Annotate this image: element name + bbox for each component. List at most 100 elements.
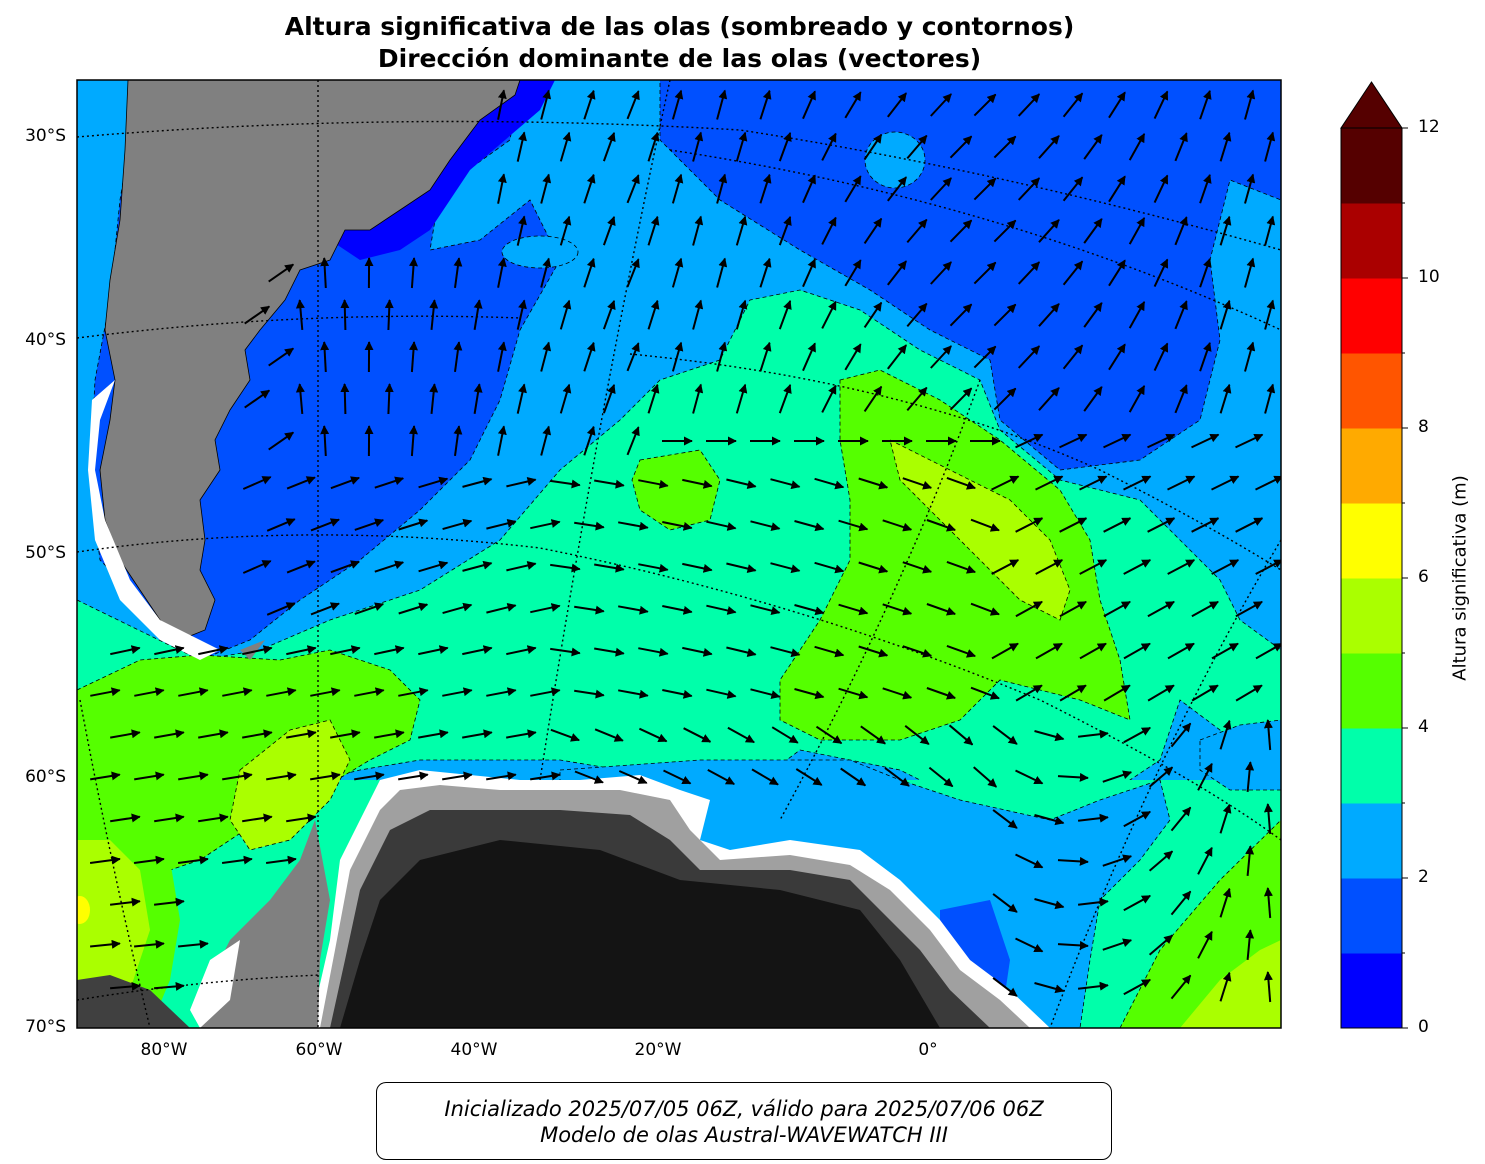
footer-init-valid: Inicializado 2025/07/05 06Z, válido para… [444, 1097, 1044, 1121]
wave-region-5-6m-southwest [77, 840, 150, 1010]
wave-vector [1167, 559, 1196, 575]
colorbar-segment [1341, 728, 1402, 804]
wave-vector [794, 688, 825, 700]
wave-vector [583, 173, 596, 204]
wave-vector [771, 726, 799, 744]
wave-vector [109, 897, 141, 907]
wave-vector [683, 727, 712, 743]
wave-vector [486, 602, 517, 614]
wave-vector [1199, 173, 1212, 204]
wave-vector [506, 561, 537, 572]
wave-vector [1035, 642, 1063, 660]
wave-vector [1174, 132, 1188, 162]
wave-vector [530, 603, 561, 614]
wave-vector [949, 135, 973, 159]
wave-vector [310, 602, 340, 616]
colorbar-segment [1341, 428, 1402, 504]
wave-vector [1038, 135, 1060, 159]
wave-region-5-6m-west [229, 719, 351, 851]
wave-vector [559, 299, 572, 330]
wave-vector [110, 981, 141, 991]
colorbar-tick-12: 12 [1418, 117, 1440, 137]
wave-vector [330, 645, 361, 656]
lon-label-40w: 40°W [450, 1040, 498, 1060]
wave-vector [778, 384, 792, 414]
wave-vector [647, 299, 660, 330]
wave-vector [1038, 303, 1060, 327]
colorbar-segment [1341, 653, 1402, 729]
wave-vector [692, 299, 704, 330]
wave-vector [821, 132, 837, 161]
wave-vector [1059, 433, 1088, 449]
colorbar-tick-0: 0 [1418, 1017, 1429, 1037]
wave-vector [340, 299, 350, 331]
wave-vector [992, 893, 1018, 913]
wave-vector [904, 725, 930, 745]
wave-vector [1035, 475, 1064, 491]
wave-vector [626, 342, 640, 372]
wave-vector [1174, 300, 1188, 330]
wave-vector [506, 729, 537, 739]
wave-vector [726, 646, 757, 657]
wave-vector [1235, 517, 1264, 533]
wave-vector [887, 92, 907, 118]
wave-vector [1191, 517, 1220, 533]
wave-vector [844, 343, 862, 371]
wave-vector [1153, 258, 1169, 288]
wave-vector [759, 341, 772, 372]
wave-vector [1123, 810, 1151, 828]
wave-vector [626, 174, 640, 204]
wave-vector [814, 561, 845, 574]
antarctica-interior [340, 840, 940, 1028]
wave-vector [1108, 343, 1126, 371]
wave-vector [1103, 433, 1132, 449]
wave-vector [583, 425, 596, 456]
wave-vector [750, 520, 781, 532]
wave-vector [418, 729, 449, 739]
wave-vector [198, 729, 229, 739]
wave-vector [1153, 174, 1169, 204]
wave-vector [1263, 887, 1273, 919]
wave-vector [442, 518, 473, 531]
wave-vector [1263, 971, 1273, 1003]
wave-vector [844, 259, 862, 287]
wave-vector [863, 217, 883, 244]
wave-vector [244, 305, 271, 325]
wave-vector [1128, 217, 1146, 245]
wave-vector [727, 726, 755, 744]
wave-vector [154, 981, 185, 991]
wave-vector [506, 477, 537, 488]
wave-vector [1191, 433, 1220, 449]
wave-vector [991, 475, 1020, 491]
lon-label-0: 0° [918, 1040, 938, 1060]
wave-vector [906, 218, 928, 244]
wave-vector [930, 93, 952, 117]
wave-vector [1199, 257, 1212, 288]
wave-vector [497, 173, 507, 204]
wave-vector [638, 563, 669, 573]
wave-vector [320, 257, 330, 289]
wave-vector [462, 560, 493, 572]
wave-vector [1123, 642, 1151, 660]
wave-vector [1245, 761, 1255, 792]
wave-vector [320, 425, 330, 457]
wave-vector [409, 341, 418, 373]
wave-vector [602, 384, 616, 414]
wave-vector [242, 476, 272, 490]
wave-vector [154, 645, 185, 656]
wave-vector [1219, 887, 1232, 918]
wave-vector [692, 383, 704, 414]
wave-vector [409, 257, 418, 289]
wave-vector [268, 347, 295, 367]
wave-vector [1034, 982, 1065, 994]
wave-vector [1199, 89, 1212, 120]
wave-vector [1255, 643, 1281, 660]
wave-vector [1035, 559, 1064, 575]
wave-vector [815, 725, 843, 745]
wave-vector [310, 687, 341, 697]
wave-vector [778, 132, 792, 162]
wave-vector [946, 644, 976, 658]
wave-vector [795, 768, 823, 786]
wave-vector [992, 977, 1018, 997]
wave-vector [930, 261, 952, 285]
